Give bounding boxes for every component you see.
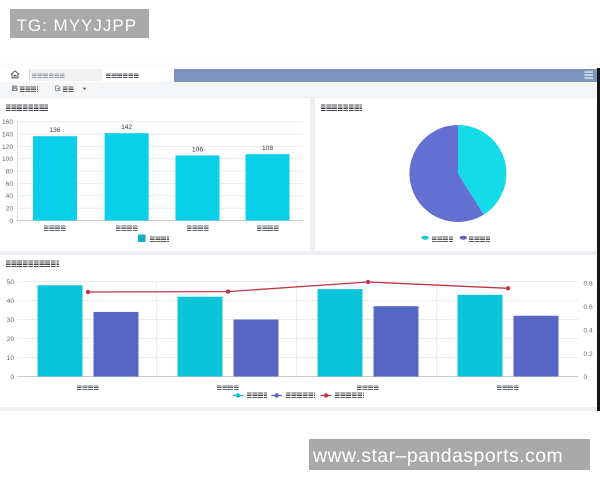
svg-text:0: 0 (9, 218, 13, 225)
svg-text:160: 160 (2, 119, 13, 126)
svg-text:120: 120 (2, 144, 13, 151)
svg-text:50: 50 (7, 278, 15, 285)
svg-text:100: 100 (2, 156, 13, 163)
svg-text:0: 0 (584, 373, 588, 380)
svg-text:140: 140 (2, 131, 13, 138)
svg-text:10: 10 (7, 354, 15, 361)
svg-text:40: 40 (6, 193, 14, 200)
svg-text:106: 106 (192, 146, 203, 153)
svg-text:80: 80 (6, 168, 14, 175)
svg-text:0: 0 (10, 373, 14, 380)
svg-text:20: 20 (7, 335, 15, 342)
svg-text:0.2: 0.2 (584, 350, 593, 357)
svg-text:136: 136 (49, 127, 60, 134)
svg-text:108: 108 (262, 145, 273, 152)
svg-text:0.6: 0.6 (584, 303, 593, 310)
svg-text:30: 30 (7, 316, 15, 323)
svg-text:60: 60 (6, 181, 14, 188)
svg-text:40: 40 (7, 297, 15, 304)
svg-text:142: 142 (121, 124, 132, 131)
svg-text:0.4: 0.4 (584, 327, 593, 334)
svg-text:0.8: 0.8 (584, 280, 593, 287)
svg-text:20: 20 (6, 206, 14, 213)
